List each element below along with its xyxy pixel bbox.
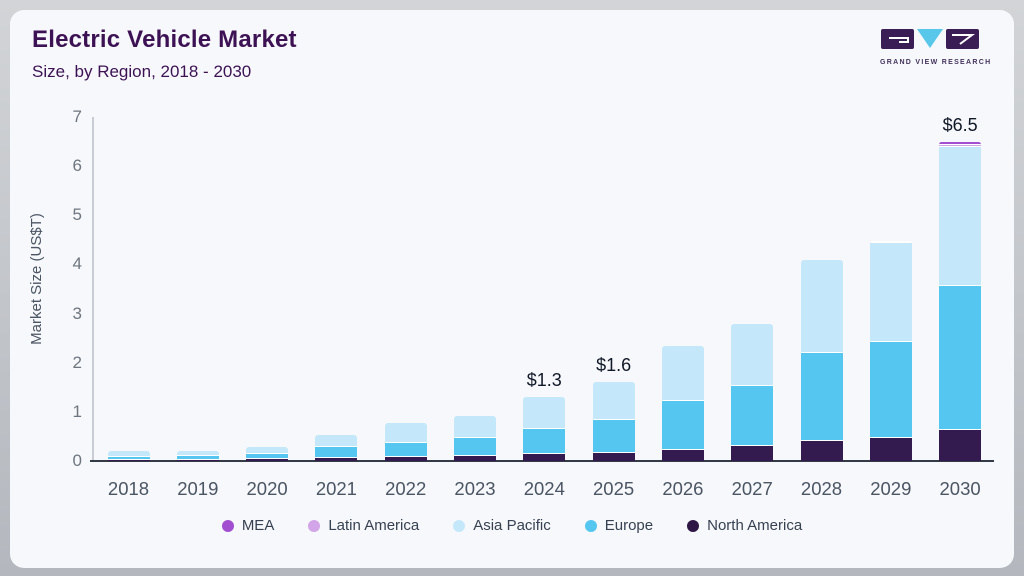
legend-item-europe[interactable]: Europe — [584, 517, 654, 534]
bar-segment-2029-mea[interactable] — [869, 240, 912, 242]
bar-segment-2023-north-america[interactable] — [454, 455, 496, 461]
bar-segment-2019-europe[interactable] — [176, 456, 219, 460]
x-label-2025: 2025 — [593, 478, 635, 499]
legend-item-mea[interactable]: MEA — [221, 517, 275, 534]
bar-segment-2023-asia-pacific[interactable] — [454, 415, 496, 438]
x-label-2024: 2024 — [523, 478, 565, 499]
y-tick-3: 3 — [72, 303, 82, 323]
x-label-2020: 2020 — [246, 478, 288, 499]
bar-segment-2018-europe[interactable] — [107, 456, 150, 460]
bar-segment-2023-europe[interactable] — [454, 437, 496, 456]
x-label-2022: 2022 — [385, 478, 427, 499]
y-tick-1: 1 — [72, 401, 82, 421]
bar-segment-2021-north-america[interactable] — [315, 458, 358, 461]
x-label-2021: 2021 — [315, 478, 357, 499]
legend-label: North America — [707, 517, 803, 534]
legend-label: MEA — [241, 517, 275, 534]
x-label-2028: 2028 — [800, 478, 843, 499]
legend-label: Asia Pacific — [473, 517, 551, 534]
bar-segment-2020-north-america[interactable] — [246, 458, 289, 461]
gvr-logo-mark — [881, 29, 979, 49]
bar-segment-2030-mea[interactable] — [939, 141, 982, 145]
gvr-logo: GRAND VIEW RESEARCH — [880, 26, 992, 66]
y-tick-0: 0 — [72, 451, 82, 470]
bar-segment-2025-asia-pacific[interactable] — [592, 382, 635, 421]
bar-segment-2024-asia-pacific[interactable] — [523, 397, 566, 429]
value-label-2024: $1.3 — [526, 370, 562, 391]
bar-segment-2024-europe[interactable] — [523, 428, 566, 455]
x-axis-line — [90, 460, 994, 462]
bar-segment-2026-north-america[interactable] — [661, 449, 704, 461]
bar-segment-2018-north-america[interactable] — [107, 459, 150, 461]
x-label-2027: 2027 — [731, 478, 773, 499]
bar-segment-2026-europe[interactable] — [661, 400, 704, 450]
bar-segment-2019-asia-pacific[interactable] — [176, 451, 219, 457]
chart-subtitle: Size, by Region, 2018 - 2030 — [32, 62, 252, 81]
bar-segment-2027-europe[interactable] — [731, 386, 774, 447]
legend-dot-icon — [308, 519, 321, 532]
chart-card: Electric Vehicle Market Size, by Region,… — [10, 10, 1014, 568]
legend-dot-icon — [584, 519, 597, 532]
bar-segment-2029-latin-america[interactable] — [869, 241, 912, 244]
legend-label: Latin America — [328, 517, 420, 534]
value-label-2025: $1.6 — [596, 355, 632, 376]
y-tick-7: 7 — [72, 107, 82, 126]
x-label-2026: 2026 — [662, 478, 704, 499]
bar-segment-2018-asia-pacific[interactable] — [107, 451, 150, 457]
y-tick-6: 6 — [72, 156, 82, 176]
y-tick-2: 2 — [72, 352, 82, 372]
legend: MEA Latin America Asia Pacific Europe North … — [10, 517, 1014, 534]
bar-segment-2022-asia-pacific[interactable] — [384, 423, 427, 443]
legend-item-latin-america[interactable]: Latin America — [308, 517, 419, 534]
bar-segment-2025-north-america[interactable] — [592, 452, 635, 461]
legend-label: Europe — [604, 517, 654, 534]
bar-segment-2021-europe[interactable] — [315, 447, 358, 459]
bar-segment-2028-asia-pacific[interactable] — [800, 259, 843, 353]
bar-segment-2029-north-america[interactable] — [869, 438, 912, 461]
x-label-2019: 2019 — [177, 478, 219, 499]
bar-segment-2026-asia-pacific[interactable] — [661, 345, 704, 401]
logo-text: GRAND VIEW RESEARCH — [880, 59, 992, 66]
bar-segment-2030-north-america[interactable] — [939, 429, 982, 461]
bar-segment-2022-north-america[interactable] — [384, 456, 427, 461]
legend-dot-icon — [453, 519, 466, 532]
bar-segment-2027-asia-pacific[interactable] — [731, 324, 774, 387]
x-label-2023: 2023 — [454, 478, 496, 499]
y-axis-line — [92, 117, 94, 461]
bar-segment-2025-europe[interactable] — [592, 420, 635, 453]
bar-segment-2028-europe[interactable] — [800, 352, 843, 442]
legend-dot-icon — [221, 519, 234, 532]
bar-segment-2029-asia-pacific[interactable] — [869, 243, 912, 342]
bar-segment-2030-asia-pacific[interactable] — [939, 147, 982, 287]
x-label-2030: 2030 — [939, 478, 981, 499]
legend-item-north-america[interactable]: North America — [687, 517, 802, 534]
x-label-2018: 2018 — [107, 478, 150, 499]
legend-dot-icon — [687, 519, 700, 532]
bar-segment-2019-north-america[interactable] — [176, 459, 219, 461]
bar-segment-2030-europe[interactable] — [939, 286, 982, 430]
x-label-2029: 2029 — [870, 478, 912, 499]
bar-segment-2020-europe[interactable] — [246, 453, 289, 459]
bar-segment-2030-latin-america[interactable] — [939, 144, 982, 148]
bar-segment-2021-asia-pacific[interactable] — [315, 435, 358, 448]
y-tick-5: 5 — [72, 205, 82, 225]
bar-segment-2027-north-america[interactable] — [731, 446, 774, 461]
legend-item-asia-pacific[interactable]: Asia Pacific — [453, 517, 551, 534]
bar-segment-2028-north-america[interactable] — [800, 441, 843, 461]
bar-segment-2029-europe[interactable] — [869, 341, 912, 439]
value-label-2030: $6.5 — [942, 114, 978, 135]
y-tick-4: 4 — [72, 254, 82, 274]
bar-segment-2020-asia-pacific[interactable] — [246, 447, 289, 454]
bar-segment-2024-north-america[interactable] — [523, 454, 566, 461]
bar-segment-2022-europe[interactable] — [384, 442, 427, 457]
chart-title: Electric Vehicle Market — [32, 26, 297, 53]
